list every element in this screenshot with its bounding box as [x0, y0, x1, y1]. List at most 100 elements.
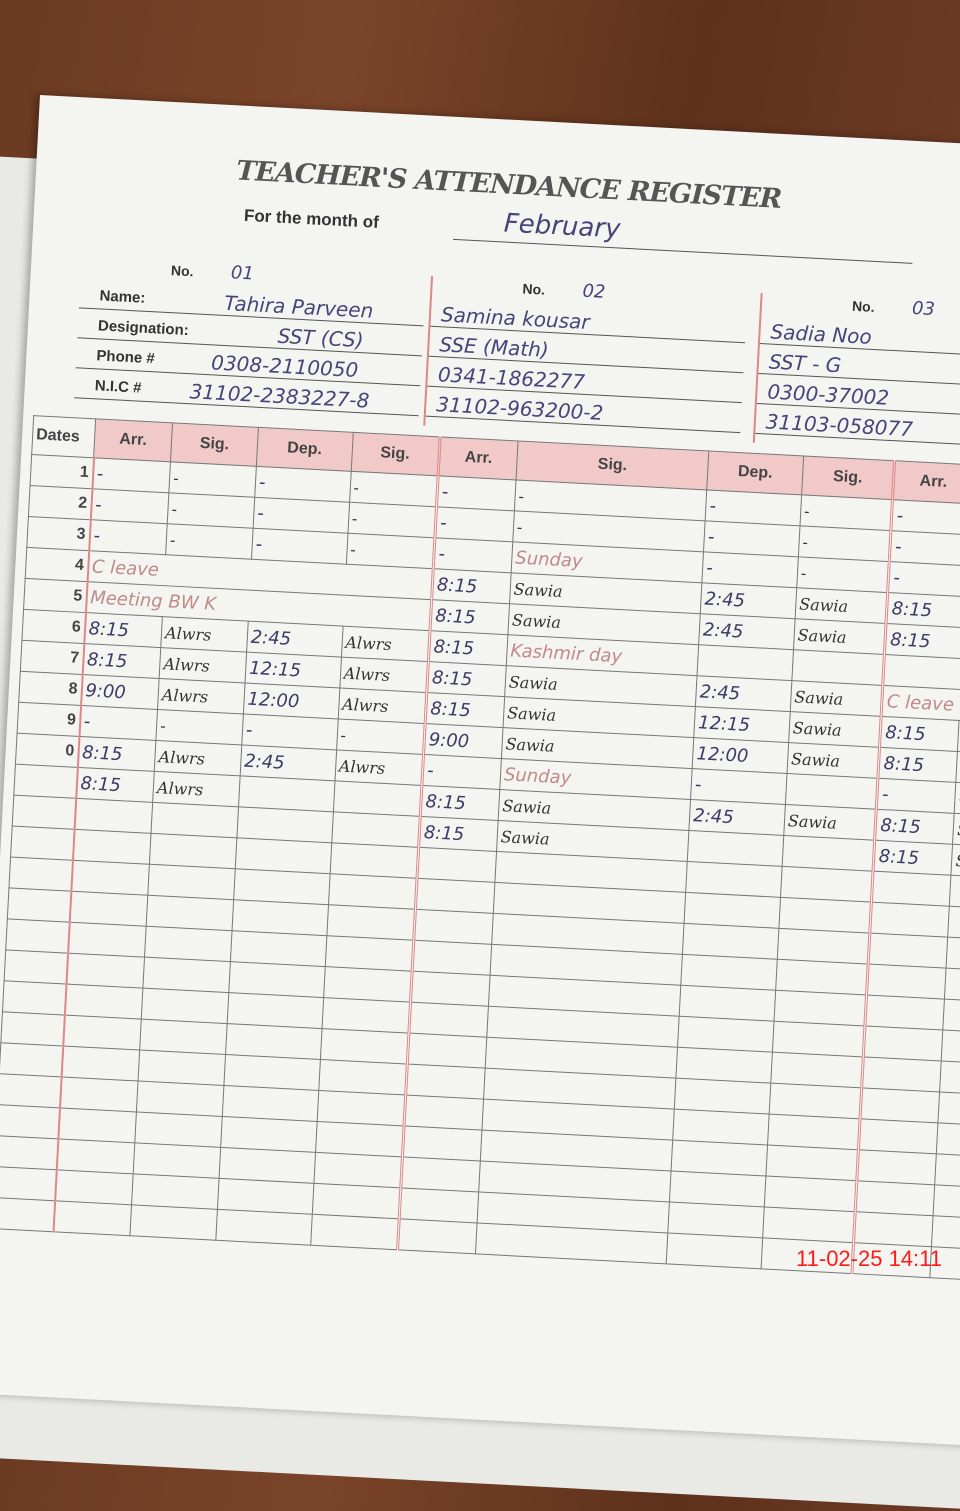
time-cell: -	[876, 778, 957, 814]
signature-cell	[151, 802, 239, 838]
time-cell: 2:45	[239, 744, 337, 781]
time-cell: -	[241, 713, 338, 750]
date-cell	[0, 1135, 58, 1170]
time-cell: 8:15	[886, 592, 960, 628]
date-cell: 8	[18, 671, 83, 706]
signature-cell: Alwrs	[334, 749, 424, 786]
attendance-table: Dates Arr. Sig. Dep. Sig. Arr. Sig. Dep. Sig. Arr…	[0, 415, 960, 1281]
signature-cell: Alwrs	[159, 647, 247, 684]
signature-cell: -	[954, 782, 960, 817]
no-label: No.	[851, 297, 876, 315]
signature-cell	[328, 873, 417, 910]
date-cell: 7	[20, 640, 84, 675]
signature-cell	[946, 937, 960, 972]
signature-cell	[769, 1083, 863, 1119]
signature-cell	[313, 1152, 403, 1188]
time-cell	[228, 961, 325, 998]
date-cell: 5	[23, 578, 88, 613]
signature-cell	[770, 1052, 864, 1088]
date-cell	[0, 1104, 60, 1139]
time-cell: 12:15	[244, 652, 342, 688]
time-cell	[74, 798, 153, 834]
time-cell: 8:15	[425, 692, 505, 728]
time-cell	[61, 1045, 140, 1081]
signature-cell	[324, 935, 414, 972]
time-cell: 2:45	[698, 613, 796, 650]
time-cell	[863, 1025, 944, 1062]
time-cell: 8:15	[75, 767, 155, 803]
sig-header: Sig.	[350, 432, 441, 476]
signature-cell	[329, 842, 419, 879]
signature-cell	[326, 904, 416, 941]
signature-cell: Alwrs	[339, 657, 429, 693]
time-cell: -	[434, 506, 515, 542]
signature-cell	[143, 957, 231, 993]
time-cell	[408, 1002, 489, 1038]
time-cell	[59, 1076, 139, 1112]
signature-cell	[938, 1091, 960, 1126]
time-cell	[223, 1054, 321, 1091]
time-cell	[402, 1125, 482, 1162]
time-cell	[687, 830, 784, 867]
time-cell: -	[88, 519, 168, 555]
signature-cell	[780, 866, 874, 903]
time-cell	[222, 1085, 319, 1122]
time-cell: 8:15	[420, 785, 500, 821]
time-cell	[870, 902, 950, 938]
signature-cell: Sawia	[793, 618, 887, 655]
signature-cell: -	[349, 471, 439, 507]
no-label: No.	[170, 262, 194, 280]
date-cell: 9	[17, 702, 81, 737]
time-cell	[680, 954, 778, 991]
teacher-no: 01	[230, 262, 255, 285]
sig-header: Sig.	[170, 422, 259, 467]
signature-cell	[775, 959, 869, 996]
time-cell	[868, 933, 949, 969]
signature-cell	[315, 1121, 405, 1157]
time-cell	[669, 1171, 766, 1207]
time-cell	[666, 1232, 763, 1269]
signature-cell: -	[798, 525, 892, 562]
time-cell: -	[433, 537, 513, 573]
time-cell: -	[889, 530, 960, 566]
month-value: February	[503, 208, 622, 245]
date-cell	[7, 887, 71, 923]
signature-cell	[944, 968, 960, 1003]
teacher-nic: 31103-058077	[765, 409, 914, 442]
signature-cell	[767, 1114, 861, 1150]
signature-cell	[941, 1030, 960, 1065]
time-cell: -	[421, 754, 502, 790]
signature-cell: -	[336, 718, 426, 755]
time-cell	[854, 1211, 934, 1247]
time-cell: 8:15	[82, 643, 161, 679]
time-cell: 12:00	[243, 683, 340, 719]
time-cell	[235, 837, 332, 874]
time-cell: 8:15	[426, 661, 507, 697]
time-cell	[679, 985, 776, 1022]
date-cell: 1	[30, 454, 94, 489]
time-cell	[682, 923, 779, 960]
time-cell: 2:45	[689, 799, 786, 836]
time-cell: 9:00	[423, 723, 503, 759]
time-cell: 8:15	[429, 599, 510, 635]
signature-cell	[948, 906, 960, 941]
time-cell	[56, 1138, 135, 1174]
time-cell	[231, 899, 329, 936]
signature-cell	[136, 1080, 224, 1117]
time-cell	[407, 1033, 487, 1069]
time-cell: 12:15	[693, 706, 791, 743]
time-cell	[684, 892, 781, 929]
time-cell: 2:45	[246, 621, 343, 658]
signature-cell	[777, 928, 871, 965]
signature-cell	[144, 926, 232, 962]
signature-cell	[139, 1019, 228, 1055]
signature-cell	[772, 1021, 866, 1057]
time-cell	[70, 860, 150, 896]
signature-cell	[931, 1215, 960, 1250]
time-cell	[399, 1187, 479, 1223]
time-cell: 8:15	[418, 816, 499, 852]
time-cell: -	[78, 705, 158, 741]
time-cell	[671, 1140, 768, 1176]
signature-cell	[310, 1214, 400, 1250]
time-cell	[865, 995, 945, 1031]
